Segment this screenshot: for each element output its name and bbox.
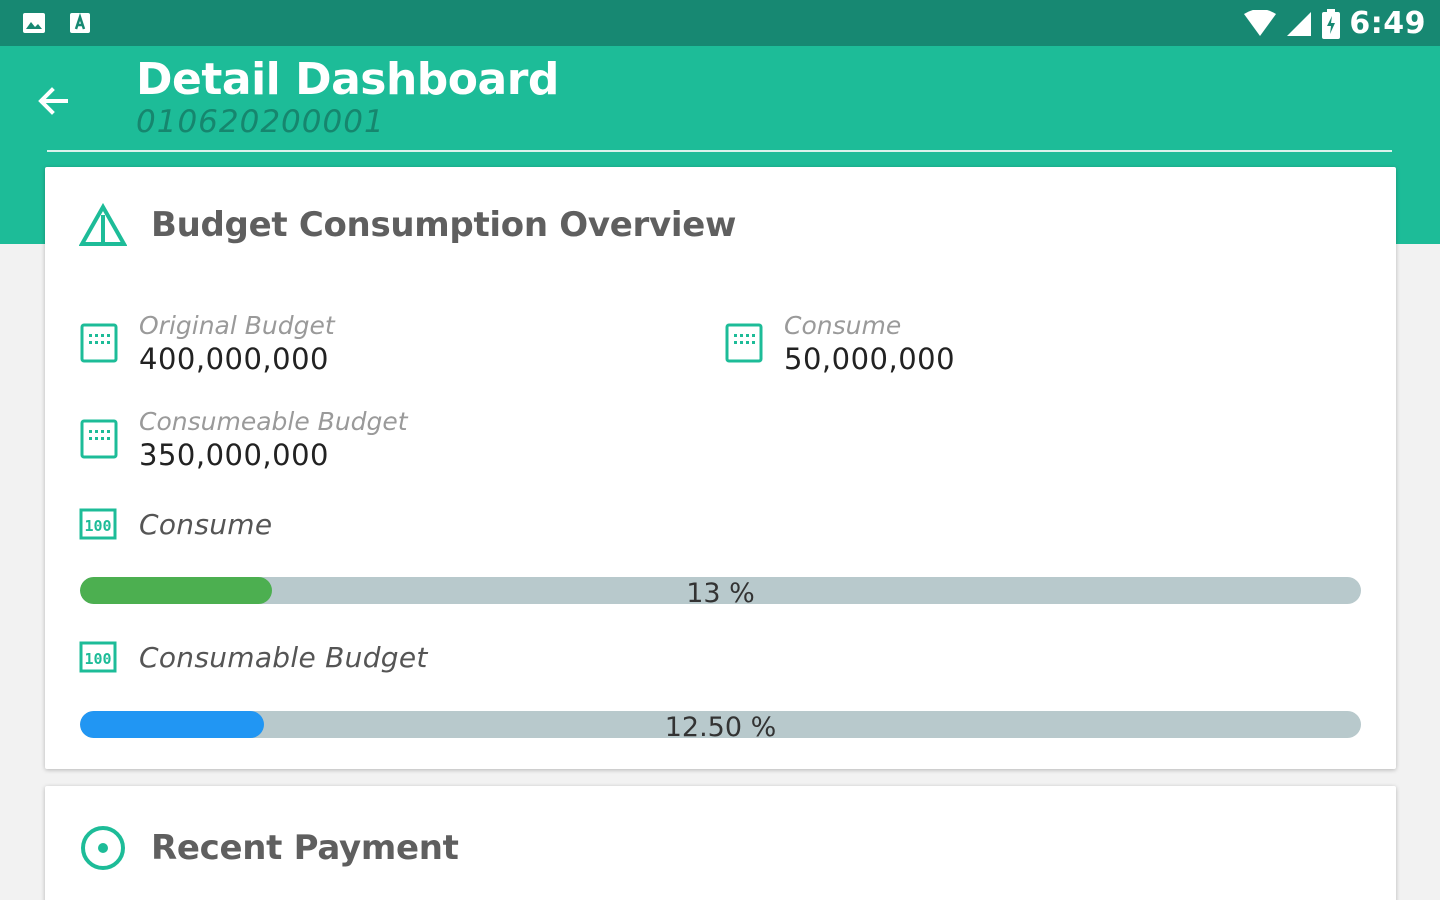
consumable-progress-header: 100 Consumable Budget xyxy=(79,640,428,674)
consumable-progress-bar: 12.50 % xyxy=(80,711,1361,738)
consumable-progress-fill xyxy=(80,711,264,738)
consume-progress-label: Consume xyxy=(139,507,273,541)
calculator-icon xyxy=(80,419,118,459)
battery-charging-icon xyxy=(1322,8,1341,39)
original-budget-value: 400,000,000 xyxy=(139,342,329,376)
recent-payment-card: Recent Payment xyxy=(45,786,1396,900)
radio-target-icon xyxy=(81,826,125,870)
title-divider xyxy=(47,150,1392,152)
arrow-back-icon xyxy=(38,87,68,115)
consumable-progress-label: Consumable Budget xyxy=(139,640,428,674)
overview-title: Budget Consumption Overview xyxy=(151,205,737,245)
svg-text:100: 100 xyxy=(84,650,111,668)
card-header: Recent Payment xyxy=(79,824,459,872)
consume-progress-header: 100 Consume xyxy=(79,507,272,541)
consumeable-budget-value: 350,000,000 xyxy=(139,438,329,472)
svg-text:100: 100 xyxy=(84,517,111,535)
consumeable-budget-field: Consumeable Budget 350,000,000 xyxy=(79,407,408,473)
consume-field: Consume 50,000,000 xyxy=(724,311,955,377)
budget-overview-card: Budget Consumption Overview Original Bud… xyxy=(45,167,1396,769)
consume-percent: 13 % xyxy=(686,578,755,604)
back-button[interactable] xyxy=(30,78,76,124)
consume-progress-fill xyxy=(80,577,272,604)
consume-label: Consume xyxy=(784,311,902,340)
image-notification-icon xyxy=(23,13,45,33)
page-subtitle: 010620200001 xyxy=(136,104,385,140)
consume-value: 50,000,000 xyxy=(784,342,956,376)
consumeable-budget-label: Consumeable Budget xyxy=(139,407,408,436)
status-time: 6:49 xyxy=(1349,6,1426,41)
wifi-icon xyxy=(1244,9,1277,36)
counter-100-icon: 100 xyxy=(79,508,117,540)
calculator-icon xyxy=(725,323,763,363)
original-budget-label: Original Budget xyxy=(139,311,335,340)
card-header: Budget Consumption Overview xyxy=(79,203,736,247)
counter-100-icon: 100 xyxy=(79,641,117,673)
consume-progress-bar: 13 % xyxy=(80,577,1361,604)
consumable-percent: 12.50 % xyxy=(664,712,777,738)
status-bar: 6:49 xyxy=(0,0,1440,46)
page-title: Detail Dashboard xyxy=(136,54,559,105)
calculator-icon xyxy=(80,323,118,363)
app-notification-icon xyxy=(70,13,90,33)
original-budget-field: Original Budget 400,000,000 xyxy=(79,311,335,377)
warning-triangle-icon xyxy=(79,203,127,246)
recent-payment-title: Recent Payment xyxy=(151,828,459,868)
signal-icon xyxy=(1287,11,1312,36)
